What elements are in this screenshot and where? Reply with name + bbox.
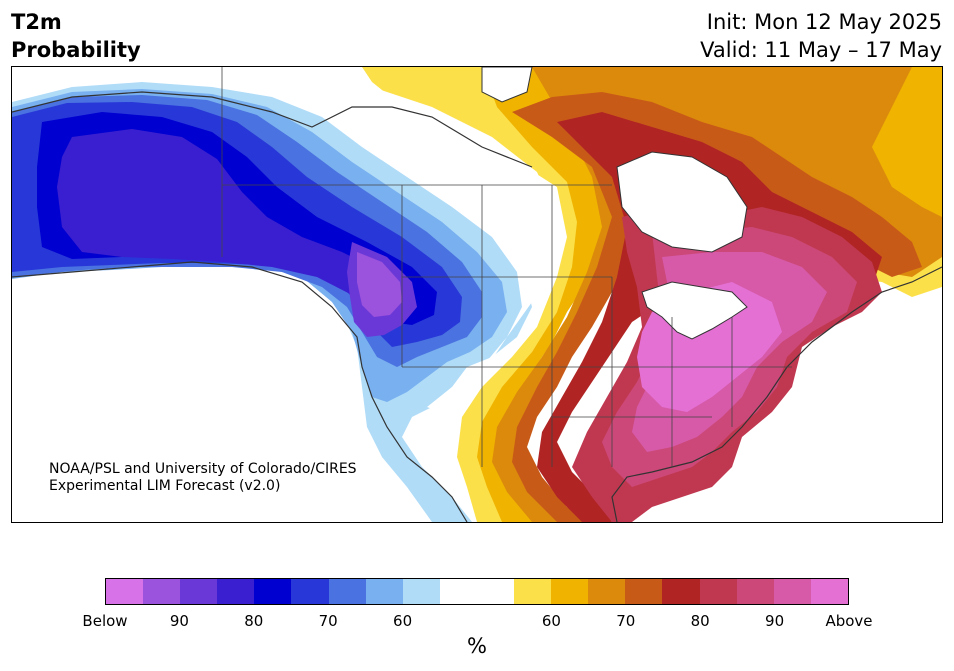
colorbar-below-segment — [106, 579, 144, 604]
colorbar-above-segment — [625, 579, 663, 604]
neutral-plains-region — [312, 87, 557, 417]
colorbar-below-segment — [291, 579, 329, 604]
colorbar-below-segment — [254, 579, 292, 604]
colorbar-below-segment — [217, 579, 255, 604]
init-date: Init: Mon 12 May 2025 — [706, 10, 942, 34]
above-80-region — [537, 112, 882, 522]
colorbar — [105, 578, 849, 605]
colorbar-tick-label: 60 — [393, 612, 413, 630]
colorbar-above-segment — [662, 579, 700, 604]
colorbar-tick-label: 80 — [244, 612, 264, 630]
colorbar-tick-label: 60 — [541, 612, 561, 630]
colorbar-neutral-segment — [439, 579, 515, 604]
colorbar-below-segment — [180, 579, 218, 604]
credit-line-2: Experimental LIM Forecast (v2.0) — [49, 478, 281, 494]
above-75-region — [512, 92, 922, 522]
below-85-region — [57, 129, 407, 312]
colorbar-tick-label: 90 — [169, 612, 189, 630]
colorbar-below-segment — [143, 579, 181, 604]
credit-line-1: NOAA/PSL and University of Colorado/CIRE… — [49, 461, 357, 477]
colorbar-unit: % — [467, 634, 487, 658]
forecast-map — [11, 66, 943, 523]
coastline — [12, 91, 942, 522]
colorbar-above-segment — [736, 579, 774, 604]
great-lakes — [641, 281, 748, 340]
colorbar-tick-label: 80 — [690, 612, 710, 630]
colorbar-tick-label: 70 — [616, 612, 636, 630]
colorbar-above-segment — [810, 579, 848, 604]
colorbar-tick-label: 70 — [318, 612, 338, 630]
variable-title: T2m — [11, 10, 62, 34]
title-block: T2m Probability — [11, 8, 141, 64]
colorbar-above-segment — [551, 579, 589, 604]
colorbar-tick-label: Above — [825, 612, 873, 630]
probability-map-svg — [12, 67, 942, 522]
colorbar-above-segment — [514, 579, 552, 604]
colorbar-tick-label: Below — [82, 612, 128, 630]
colorbar-below-segment — [328, 579, 366, 604]
credit-block: NOAA/PSL and University of Colorado/CIRE… — [49, 461, 357, 495]
colorbar-above-segment — [588, 579, 626, 604]
hudson-bay — [616, 151, 748, 253]
colorbar-above-segment — [773, 579, 811, 604]
colorbar-above-segment — [699, 579, 737, 604]
colorbar-below-segment — [365, 579, 403, 604]
valid-range: Valid: 11 May – 17 May — [700, 38, 942, 62]
below-core-region — [357, 252, 402, 317]
date-block: Init: Mon 12 May 2025 Valid: 11 May – 17… — [700, 8, 942, 64]
product-title: Probability — [11, 38, 141, 62]
arctic-islands — [481, 67, 533, 103]
colorbar-below-segment — [402, 579, 440, 604]
colorbar-tick-label: 90 — [765, 612, 785, 630]
political-borders — [221, 67, 792, 467]
